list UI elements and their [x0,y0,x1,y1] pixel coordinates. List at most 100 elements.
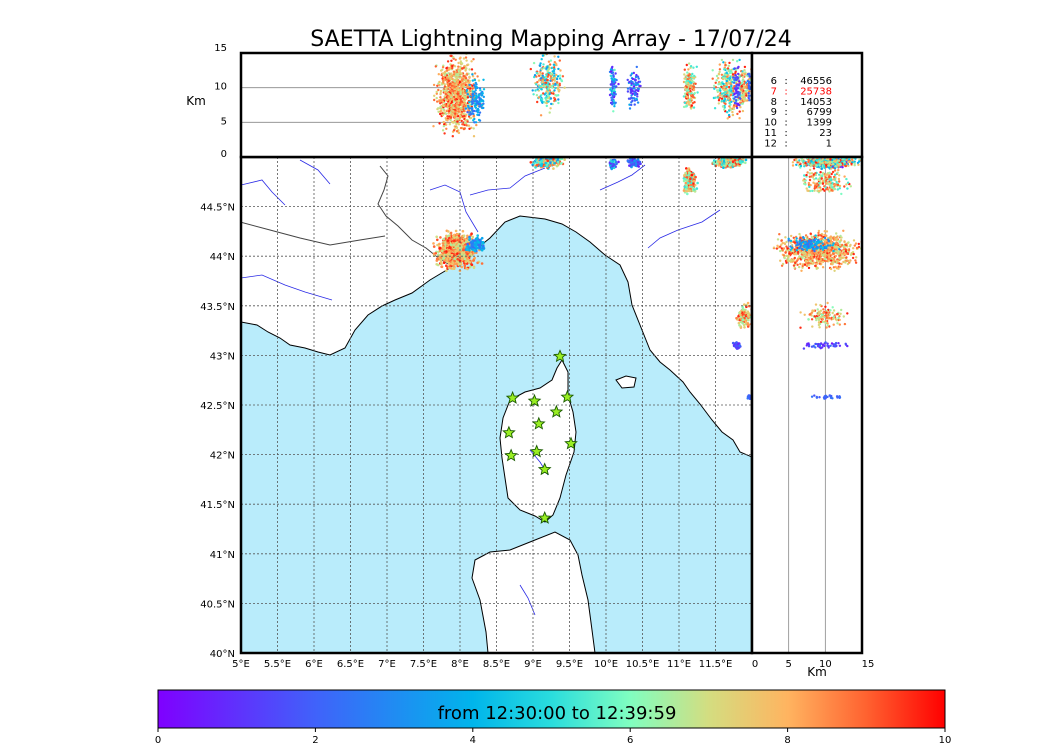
flash-point [633,97,636,100]
flash-point [615,162,618,165]
flash-point [558,88,561,92]
flash-point [738,344,741,347]
flash-point [549,107,552,110]
flash-point [449,54,452,58]
flash-point [781,262,785,266]
flash-point [463,75,466,78]
flash-point [476,237,479,240]
flash-point [529,161,533,164]
flash-point [608,93,612,97]
flash-point [553,76,557,79]
flash-point [545,81,548,85]
flash-point [472,259,475,262]
flash-point [471,87,474,90]
flash-point [433,98,436,102]
flash-point [539,62,542,65]
flash-point [742,323,746,327]
altitude-tick-label: 15 [214,43,227,54]
flash-point [744,85,748,89]
flash-point [723,164,727,167]
flash-point [458,96,461,100]
flash-point [443,83,446,86]
flash-point [541,80,544,83]
flash-point [776,238,780,241]
flash-point [477,118,481,122]
flash-point [480,236,484,240]
flash-point [723,162,726,165]
flash-point [717,83,720,86]
flash-point [540,88,543,91]
flash-point [453,65,457,68]
flash-point [447,112,451,115]
station-star-icon [537,510,552,524]
flash-point [733,67,736,70]
flash-point [549,97,553,100]
flash-point [692,179,696,183]
flash-point [739,101,742,104]
flash-point [720,163,724,166]
flash-point [838,262,841,265]
flash-point [479,89,482,92]
flash-point [455,89,459,92]
flash-point [460,253,464,257]
flash-point [632,85,636,88]
flash-point [465,59,468,62]
flash-point [731,110,734,114]
flash-point [456,86,460,90]
flash-point [821,266,825,269]
flash-point [741,109,745,113]
flash-point [732,104,736,107]
flash-point [463,264,467,268]
flash-point [457,65,460,68]
flash-point [727,64,730,68]
flash-point [453,88,457,91]
flash-point [458,109,462,112]
flash-point [460,265,464,269]
flash-point [439,105,442,109]
flash-point [682,105,686,109]
flash-point [693,183,697,187]
flash-point [458,80,462,84]
flash-point [723,86,726,89]
flash-point [690,104,693,107]
flash-point [442,80,445,84]
flash-point [482,78,485,82]
flash-point [612,99,615,103]
flash-point [688,189,692,192]
flash-point [453,262,457,266]
flash-point [717,99,721,102]
flash-point [713,84,716,88]
flash-point [740,85,744,88]
flash-point [740,88,743,92]
flash-point [452,235,455,238]
flash-point [535,94,539,97]
flash-point [735,76,739,79]
lat-tick-label: 41.5°N [200,500,235,511]
flash-point [629,74,632,77]
flash-point [439,258,443,262]
flash-point [445,258,449,261]
count-separator: : [784,138,787,149]
flash-point [688,73,691,76]
flash-point [478,87,482,90]
flash-point [535,71,538,75]
flash-point [823,230,826,233]
flash-point [538,64,541,67]
flash-point [736,60,739,63]
flash-point [554,83,557,86]
flash-point [465,251,468,254]
lat-tick-label: 44.5°N [200,203,235,214]
flash-point [450,100,454,104]
flash-point [635,73,638,77]
flash-point [717,164,721,167]
flash-point [632,82,635,86]
count-value: 14053 [800,97,832,108]
flash-point [551,76,555,80]
lon-tick-label: 6.5°E [337,659,364,670]
flash-point [449,266,453,270]
flash-point [447,92,450,96]
flash-point [439,112,442,116]
flash-point [635,65,638,69]
flash-point [694,82,697,86]
lon-tick-label: 10°E [594,659,618,670]
